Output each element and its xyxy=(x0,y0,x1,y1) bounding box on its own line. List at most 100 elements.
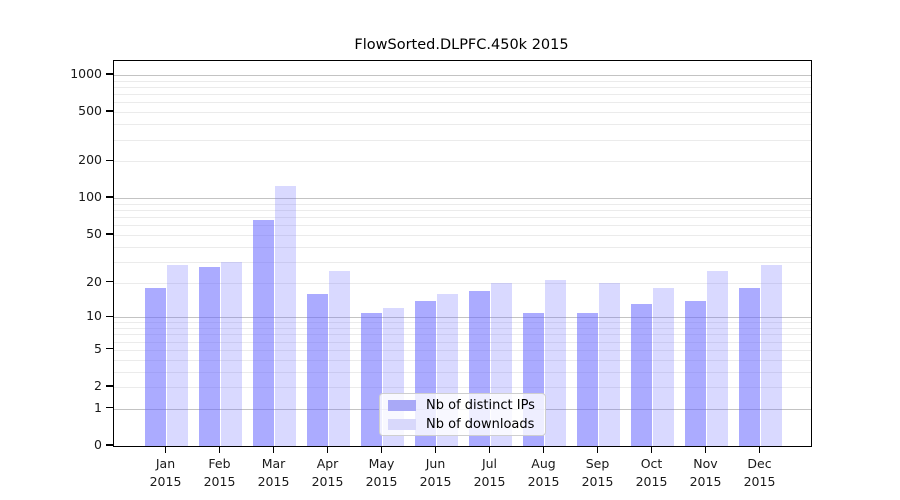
y-tick-mark xyxy=(106,315,113,317)
bar-downloads xyxy=(598,282,621,446)
gridline-minor xyxy=(114,349,811,351)
y-tick-label: 10 xyxy=(86,308,102,324)
y-tick-mark xyxy=(106,196,113,198)
x-tick-label: Oct 2015 xyxy=(635,456,668,489)
gridline-minor xyxy=(114,203,811,205)
bar-downloads xyxy=(652,287,675,446)
bar-distinct-ips xyxy=(252,220,275,446)
gridline-minor xyxy=(114,217,811,219)
x-tick-mark xyxy=(758,446,761,454)
y-tick-mark xyxy=(106,233,113,235)
x-tick-mark xyxy=(326,446,329,454)
x-tick-mark xyxy=(272,446,275,454)
bar-distinct-ips xyxy=(738,287,761,446)
y-tick-mark xyxy=(106,110,113,112)
bar-distinct-ips xyxy=(630,304,653,446)
chart-title: FlowSorted.DLPFC.450k 2015 xyxy=(354,37,569,53)
x-tick-mark xyxy=(542,446,545,454)
gridline-minor xyxy=(114,387,811,388)
bar-distinct-ips xyxy=(198,267,221,446)
y-tick-label: 1000 xyxy=(70,66,102,81)
x-tick-mark xyxy=(164,446,167,454)
gridline-minor xyxy=(114,328,811,329)
bar-downloads xyxy=(544,280,567,446)
gridline-minor xyxy=(114,161,811,163)
y-tick-label: 200 xyxy=(78,152,102,168)
y-tick-label: 1 xyxy=(94,399,102,415)
gridline-minor xyxy=(114,124,811,126)
bar-downloads xyxy=(166,265,189,446)
x-tick-mark xyxy=(596,446,599,454)
gridline-minor xyxy=(114,322,811,324)
y-tick-label: 100 xyxy=(78,189,102,205)
gridline-major xyxy=(114,198,811,200)
x-tick-label: Jan 2015 xyxy=(149,456,182,489)
y-tick-mark xyxy=(106,73,113,75)
gridline-minor xyxy=(114,86,811,88)
x-tick-mark xyxy=(434,446,437,454)
y-tick-label: 500 xyxy=(78,103,102,119)
x-tick-label: Jul 2015 xyxy=(473,456,506,489)
gridline-minor xyxy=(114,112,811,114)
legend-swatch-distinct-ips-icon xyxy=(388,399,416,411)
y-tick-mark xyxy=(106,159,113,161)
legend-label-downloads: Nb of downloads xyxy=(426,416,535,432)
y-tick-label: 0 xyxy=(94,437,102,452)
x-tick-label: May 2015 xyxy=(365,456,398,489)
gridline-minor xyxy=(114,261,811,263)
gridline-minor xyxy=(114,139,811,141)
gridline-minor xyxy=(114,102,811,104)
gridline-minor xyxy=(114,80,811,82)
gridline-minor xyxy=(114,225,811,227)
y-tick-mark xyxy=(106,407,113,409)
y-tick-label: 2 xyxy=(94,378,102,393)
x-tick-label: Sep 2015 xyxy=(581,456,614,489)
x-tick-label: Jun 2015 xyxy=(419,456,452,489)
y-tick-mark xyxy=(106,280,113,283)
bar-downloads xyxy=(328,271,351,446)
plot-area: Nb of distinct IPs Nb of downloads xyxy=(113,60,812,447)
legend: Nb of distinct IPs Nb of downloads xyxy=(379,393,546,436)
x-tick-label: Nov 2015 xyxy=(689,456,722,489)
x-tick-mark xyxy=(704,446,707,454)
bar-downloads xyxy=(274,186,297,446)
legend-item-distinct-ips: Nb of distinct IPs xyxy=(388,398,537,413)
bar-downloads xyxy=(760,265,783,446)
x-tick-mark xyxy=(488,446,491,454)
x-tick-label: Apr 2015 xyxy=(311,456,344,489)
x-tick-label: Mar 2015 xyxy=(257,456,290,489)
x-tick-mark xyxy=(380,446,383,454)
x-tick-mark xyxy=(218,446,221,454)
gridline-minor xyxy=(114,334,811,336)
legend-swatch-downloads-icon xyxy=(388,418,416,430)
gridline-minor xyxy=(114,246,811,248)
bar-distinct-ips xyxy=(576,312,599,446)
gridline-minor xyxy=(114,359,811,361)
y-tick-label: 20 xyxy=(86,273,102,289)
y-tick-label: 50 xyxy=(86,225,102,241)
legend-label-distinct-ips: Nb of distinct IPs xyxy=(426,397,535,413)
gridline-minor xyxy=(114,371,811,373)
gridline-minor xyxy=(114,341,811,343)
gridline-major xyxy=(114,75,811,76)
bar-distinct-ips xyxy=(360,312,383,446)
y-tick-mark xyxy=(106,385,113,387)
bar-downloads xyxy=(706,271,729,446)
bar-downloads xyxy=(220,261,243,446)
y-tick-label: 5 xyxy=(94,340,102,356)
gridline-minor xyxy=(114,282,811,284)
y-tick-mark xyxy=(106,444,113,446)
bar-distinct-ips xyxy=(306,293,329,446)
gridline-minor xyxy=(114,210,811,212)
x-tick-label: Aug 2015 xyxy=(527,456,560,489)
gridline-minor xyxy=(114,94,811,96)
legend-item-downloads: Nb of downloads xyxy=(388,417,537,432)
x-tick-label: Feb 2015 xyxy=(203,456,236,489)
y-tick-mark xyxy=(106,348,113,350)
gridline-major xyxy=(114,317,811,319)
gridline-minor xyxy=(114,234,811,236)
bar-distinct-ips xyxy=(144,287,167,446)
bar-distinct-ips xyxy=(684,300,707,446)
x-tick-label: Dec 2015 xyxy=(743,456,776,489)
